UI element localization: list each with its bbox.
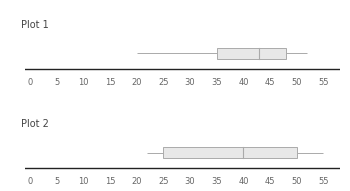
Text: Plot 1: Plot 1 bbox=[21, 20, 49, 30]
Bar bbox=[163, 147, 297, 158]
Bar bbox=[217, 48, 286, 58]
Text: Plot 2: Plot 2 bbox=[21, 119, 49, 129]
